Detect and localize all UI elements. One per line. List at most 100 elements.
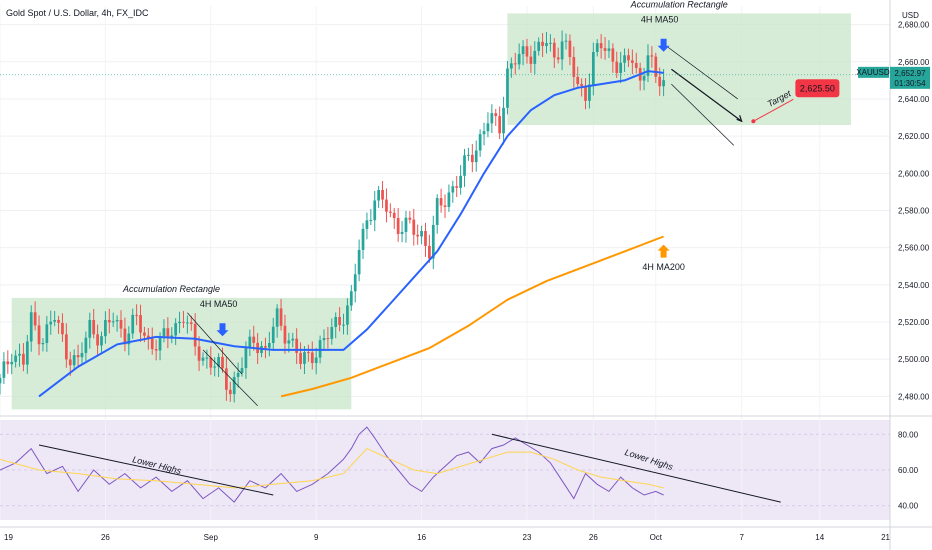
candle-body bbox=[271, 326, 275, 343]
candle-body bbox=[307, 352, 310, 354]
candle-body bbox=[627, 55, 630, 61]
candle-body bbox=[392, 212, 396, 219]
candle-body bbox=[189, 322, 193, 324]
candle-body bbox=[595, 43, 599, 52]
candle-body bbox=[619, 62, 623, 73]
ma50-label: 4H MA50 bbox=[641, 15, 679, 25]
channel-line bbox=[667, 46, 738, 100]
price-tick-label: 2,620.00 bbox=[898, 132, 930, 141]
candle-body bbox=[611, 48, 615, 62]
candle-body bbox=[451, 186, 455, 193]
candle-body bbox=[186, 322, 189, 324]
target-line bbox=[753, 98, 794, 122]
candle-body bbox=[545, 43, 548, 46]
candle-body bbox=[318, 340, 322, 358]
candle-body bbox=[603, 48, 607, 51]
candle-body bbox=[494, 113, 498, 117]
candle-body bbox=[431, 224, 435, 259]
candle-body bbox=[115, 319, 119, 322]
candle-body bbox=[537, 41, 541, 51]
candle-body bbox=[80, 352, 84, 358]
ma200-label: 4H MA200 bbox=[642, 262, 685, 272]
candle-body bbox=[564, 40, 568, 42]
candle-body bbox=[662, 80, 665, 87]
candle-body bbox=[131, 314, 135, 334]
candle-body bbox=[267, 342, 271, 348]
ma200-arrow-icon bbox=[657, 244, 670, 258]
rsi-line bbox=[0, 426, 664, 503]
candle-body bbox=[232, 376, 236, 395]
candle-body bbox=[584, 85, 587, 101]
candle-body bbox=[205, 357, 209, 359]
time-tick-label: 23 bbox=[523, 533, 532, 542]
candle-body bbox=[2, 361, 6, 378]
candle-body bbox=[283, 325, 287, 344]
last-price-countdown: 01:30:54 bbox=[894, 79, 926, 88]
candle-body bbox=[221, 356, 224, 369]
target-point bbox=[751, 119, 756, 124]
accumulation-rectangle bbox=[507, 13, 851, 125]
candle-body bbox=[498, 116, 502, 134]
candle-body bbox=[424, 230, 427, 246]
candle-body bbox=[0, 377, 2, 384]
lower-highs-trendline bbox=[38, 444, 274, 496]
candle-body bbox=[334, 316, 338, 328]
candle-body bbox=[178, 321, 181, 324]
candle-body bbox=[57, 319, 60, 323]
candle-body bbox=[209, 357, 213, 368]
candle-body bbox=[213, 366, 217, 368]
candle-body bbox=[455, 186, 459, 188]
candle-body bbox=[248, 336, 252, 348]
candle-body bbox=[560, 41, 564, 60]
candle-body bbox=[14, 355, 17, 362]
candle-body bbox=[322, 338, 326, 341]
candle-body bbox=[509, 63, 513, 69]
channel-line bbox=[202, 349, 258, 406]
candle-body bbox=[41, 342, 45, 345]
candle-body bbox=[166, 328, 170, 337]
candle-body bbox=[143, 332, 146, 336]
candle-body bbox=[615, 61, 619, 73]
candle-body bbox=[400, 231, 404, 234]
candle-body bbox=[576, 76, 580, 85]
candle-body bbox=[412, 219, 416, 235]
time-tick-label: Sep bbox=[204, 533, 219, 542]
candle-body bbox=[197, 346, 201, 361]
candle-body bbox=[513, 63, 517, 65]
last-price-value: 2,652.97 bbox=[894, 69, 926, 78]
last-price-badge bbox=[890, 66, 930, 89]
candle-body bbox=[369, 220, 373, 222]
candle-body bbox=[25, 341, 29, 365]
accumulation-rectangle bbox=[11, 297, 352, 410]
candle-body bbox=[588, 84, 591, 101]
projection-arrow bbox=[671, 68, 743, 122]
candle-body bbox=[623, 55, 626, 63]
candle-body bbox=[236, 372, 240, 377]
projection-arrow-head bbox=[736, 115, 743, 123]
candle-body bbox=[37, 325, 41, 345]
candle-body bbox=[299, 352, 302, 364]
time-tick-label: 9 bbox=[314, 533, 319, 542]
candle-body bbox=[482, 131, 486, 135]
candle-body bbox=[572, 57, 576, 77]
price-tick-label: 2,540.00 bbox=[898, 281, 930, 290]
candle-body bbox=[591, 51, 595, 85]
candle-body bbox=[170, 335, 174, 337]
candle-body bbox=[291, 338, 295, 341]
candle-body bbox=[388, 211, 392, 213]
chart-title: Gold Spot / U.S. Dollar, 4h, FX_IDC bbox=[6, 8, 149, 18]
candle-body bbox=[123, 328, 127, 345]
candle-body bbox=[381, 190, 384, 200]
candle-body bbox=[174, 323, 178, 336]
candle-body bbox=[361, 228, 365, 250]
candle-body bbox=[568, 40, 572, 58]
price-tick-label: 2,520.00 bbox=[898, 318, 930, 327]
candle-body bbox=[607, 48, 611, 51]
time-tick-label: 14 bbox=[815, 533, 824, 542]
candle-body bbox=[443, 205, 447, 207]
candle-body bbox=[521, 46, 525, 55]
price-tick-label: 2,600.00 bbox=[898, 169, 930, 178]
candle-body bbox=[549, 42, 552, 44]
